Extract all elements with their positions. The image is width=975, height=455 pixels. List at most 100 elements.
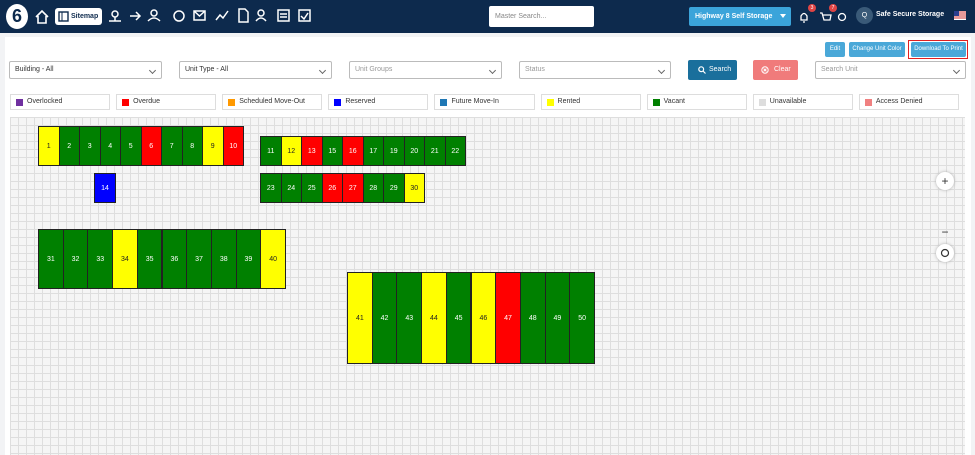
logo[interactable]: 6: [6, 4, 28, 29]
unit[interactable]: 36: [161, 229, 188, 289]
unit[interactable]: 32: [62, 229, 89, 289]
unit[interactable]: 39: [235, 229, 262, 289]
select-text: Unit Type - All: [185, 66, 229, 73]
select-text: Status: [525, 66, 545, 73]
master-search[interactable]: Master Search...: [489, 6, 594, 27]
legend-swatch: [652, 99, 660, 106]
legend-swatch: [864, 99, 872, 106]
unit[interactable]: 12: [280, 136, 302, 166]
unit[interactable]: 34: [112, 229, 138, 289]
unit[interactable]: 9: [202, 126, 224, 166]
unit-type-select[interactable]: Unit Type - All: [179, 61, 332, 79]
highlight-box: [908, 40, 968, 59]
legend-item: Scheduled Move-Out: [222, 94, 323, 110]
unit[interactable]: 19: [383, 136, 405, 166]
unit[interactable]: 35: [136, 229, 163, 289]
unit[interactable]: 22: [444, 136, 466, 166]
unit[interactable]: 42: [371, 272, 398, 364]
legend-swatch: [758, 99, 766, 106]
flag-icon[interactable]: [954, 11, 966, 20]
unit-groups-select[interactable]: Unit Groups: [349, 61, 502, 79]
unit[interactable]: 24: [280, 173, 302, 203]
unit[interactable]: 49: [544, 272, 571, 364]
zoom-reset[interactable]: [936, 244, 954, 262]
legend-swatch: [546, 99, 554, 106]
facility-select[interactable]: Highway 8 Self Storage: [689, 7, 791, 26]
unit[interactable]: 27: [342, 173, 364, 203]
unit[interactable]: 7: [161, 126, 183, 166]
unit[interactable]: 21: [424, 136, 446, 166]
unit[interactable]: 47: [495, 272, 521, 364]
legend-item: Access Denied: [858, 94, 959, 110]
unit[interactable]: 23: [260, 173, 282, 203]
legend-label: Reserved: [345, 98, 376, 105]
legend-label: Unavailable: [769, 98, 807, 105]
unit[interactable]: 26: [321, 173, 343, 203]
unit[interactable]: 41: [347, 272, 373, 364]
building-select[interactable]: Building - All: [9, 61, 162, 79]
unit[interactable]: 44: [421, 272, 447, 364]
select-text: Building - All: [15, 66, 54, 73]
unit[interactable]: 29: [383, 173, 405, 203]
unit[interactable]: 40: [260, 229, 286, 289]
unit[interactable]: 1: [38, 126, 60, 166]
legend-item: Overlocked: [10, 94, 111, 110]
unit[interactable]: 38: [210, 229, 237, 289]
top-nav: 6 Sitemap Master Search... Highway 8 Sel…: [0, 0, 975, 33]
unit[interactable]: 2: [58, 126, 80, 166]
unit[interactable]: 31: [38, 229, 64, 289]
home-icon[interactable]: [34, 9, 50, 25]
search-label: Search: [709, 66, 732, 73]
sitemap-label: Sitemap: [71, 13, 99, 20]
legend-swatch: [334, 99, 342, 106]
unit[interactable]: 13: [301, 136, 323, 166]
search-button[interactable]: Search: [688, 60, 737, 80]
unit[interactable]: 28: [362, 173, 384, 203]
unit[interactable]: 50: [569, 272, 595, 364]
unit-search[interactable]: Search Unit: [815, 61, 966, 79]
legend-swatch: [440, 99, 448, 106]
legend-swatch: [122, 99, 130, 106]
nav-icons[interactable]: [106, 6, 321, 26]
change-color-button[interactable]: Change Unit Color: [849, 42, 905, 57]
unit[interactable]: 8: [181, 126, 203, 166]
unit[interactable]: 43: [396, 272, 423, 364]
unit[interactable]: 14: [94, 173, 116, 203]
unit[interactable]: 10: [222, 126, 244, 166]
unit[interactable]: 16: [342, 136, 364, 166]
unit[interactable]: 3: [79, 126, 101, 166]
legend-item: Rented: [540, 94, 641, 110]
legend-label: Scheduled Move-Out: [239, 98, 305, 105]
unit[interactable]: 48: [519, 272, 546, 364]
unit[interactable]: 30: [403, 173, 425, 203]
unit[interactable]: 6: [140, 126, 162, 166]
unit[interactable]: 33: [87, 229, 114, 289]
avatar[interactable]: Q: [856, 7, 873, 24]
select-text: Unit Groups: [355, 66, 393, 73]
sitemap-nav-button[interactable]: Sitemap: [55, 8, 102, 25]
legend-label: Vacant: [663, 98, 685, 105]
status-select[interactable]: Status: [519, 61, 671, 79]
legend-label: Rented: [557, 98, 581, 105]
action-icons[interactable]: [798, 10, 853, 24]
unit[interactable]: 46: [470, 272, 497, 364]
unit[interactable]: 11: [260, 136, 282, 166]
unit[interactable]: 45: [445, 272, 472, 364]
unit[interactable]: 25: [301, 173, 323, 203]
unit[interactable]: 20: [403, 136, 425, 166]
facility-name: Highway 8 Self Storage: [695, 13, 773, 20]
legend-label: Overdue: [133, 98, 160, 105]
unit[interactable]: 37: [186, 229, 212, 289]
download-button[interactable]: Download To Print: [911, 42, 966, 57]
zoom-in[interactable]: +: [936, 172, 954, 190]
unit[interactable]: 5: [120, 126, 142, 166]
unit[interactable]: 4: [99, 126, 121, 166]
clear-label: Clear: [774, 66, 791, 73]
zoom-out[interactable]: −: [941, 225, 949, 239]
clear-button[interactable]: Clear: [753, 60, 798, 80]
unit[interactable]: 15: [321, 136, 343, 166]
edit-button[interactable]: Edit: [825, 42, 845, 57]
user-menu[interactable]: Safe Secure Storage: [876, 11, 945, 18]
unit[interactable]: 17: [362, 136, 384, 166]
